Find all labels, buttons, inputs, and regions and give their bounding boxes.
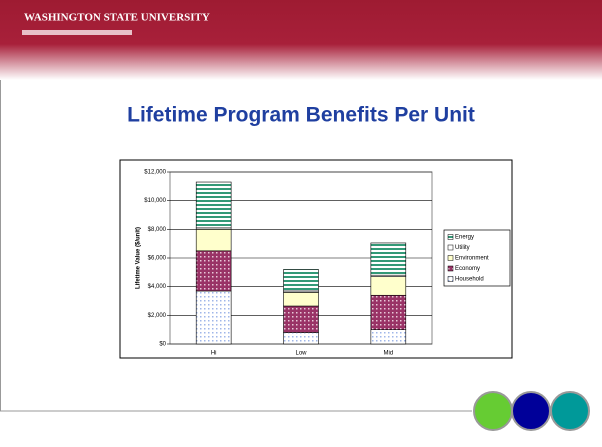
legend-swatch <box>447 255 454 261</box>
bar-segment <box>283 332 319 345</box>
legend-swatch <box>447 234 454 240</box>
bar-segment <box>283 305 319 333</box>
bar-segment <box>195 181 232 229</box>
logo: WASHINGTON STATE UNIVERSITY <box>24 12 210 24</box>
deco-circle <box>473 391 513 431</box>
deco-circle <box>511 391 551 431</box>
deco-circle <box>550 391 590 431</box>
header-band <box>0 0 602 80</box>
x-tick-label: Mid <box>383 351 393 357</box>
bar-segment <box>370 329 407 345</box>
legend-label: Economy <box>455 266 480 272</box>
y-tick-label: $10,000 <box>144 198 166 204</box>
y-tick-label: $0 <box>159 342 166 348</box>
y-tick-label: $8,000 <box>148 227 167 233</box>
y-tick-label: $2,000 <box>148 313 167 319</box>
x-tick-label: Hi <box>211 351 217 357</box>
y-tick-label: $6,000 <box>148 256 167 262</box>
legend-swatch <box>447 244 454 251</box>
bar-segment <box>195 250 232 292</box>
y-tick-label: $12,000 <box>144 170 166 176</box>
legend-label: Environment <box>455 256 489 262</box>
bar-segment <box>370 294 407 330</box>
x-tick-label: Low <box>295 351 307 357</box>
legend-label: Energy <box>455 235 474 241</box>
legend-label: Household <box>455 277 484 283</box>
slide-title: Lifetime Program Benefits Per Unit <box>127 104 475 127</box>
y-tick-label: $4,000 <box>148 284 167 290</box>
bar-segment <box>283 269 319 292</box>
bar-segment <box>370 276 407 296</box>
bar-segment <box>195 229 232 252</box>
bar-segment <box>370 242 407 276</box>
y-axis-label: Lifetime Value ($/unit) <box>136 227 142 289</box>
bar-segment <box>283 292 319 307</box>
legend-label: Utility <box>455 245 470 251</box>
logo-subline <box>22 30 132 35</box>
bar-segment <box>195 290 232 345</box>
legend-swatch <box>447 276 454 282</box>
legend-swatch <box>447 265 454 272</box>
legend <box>443 229 511 287</box>
